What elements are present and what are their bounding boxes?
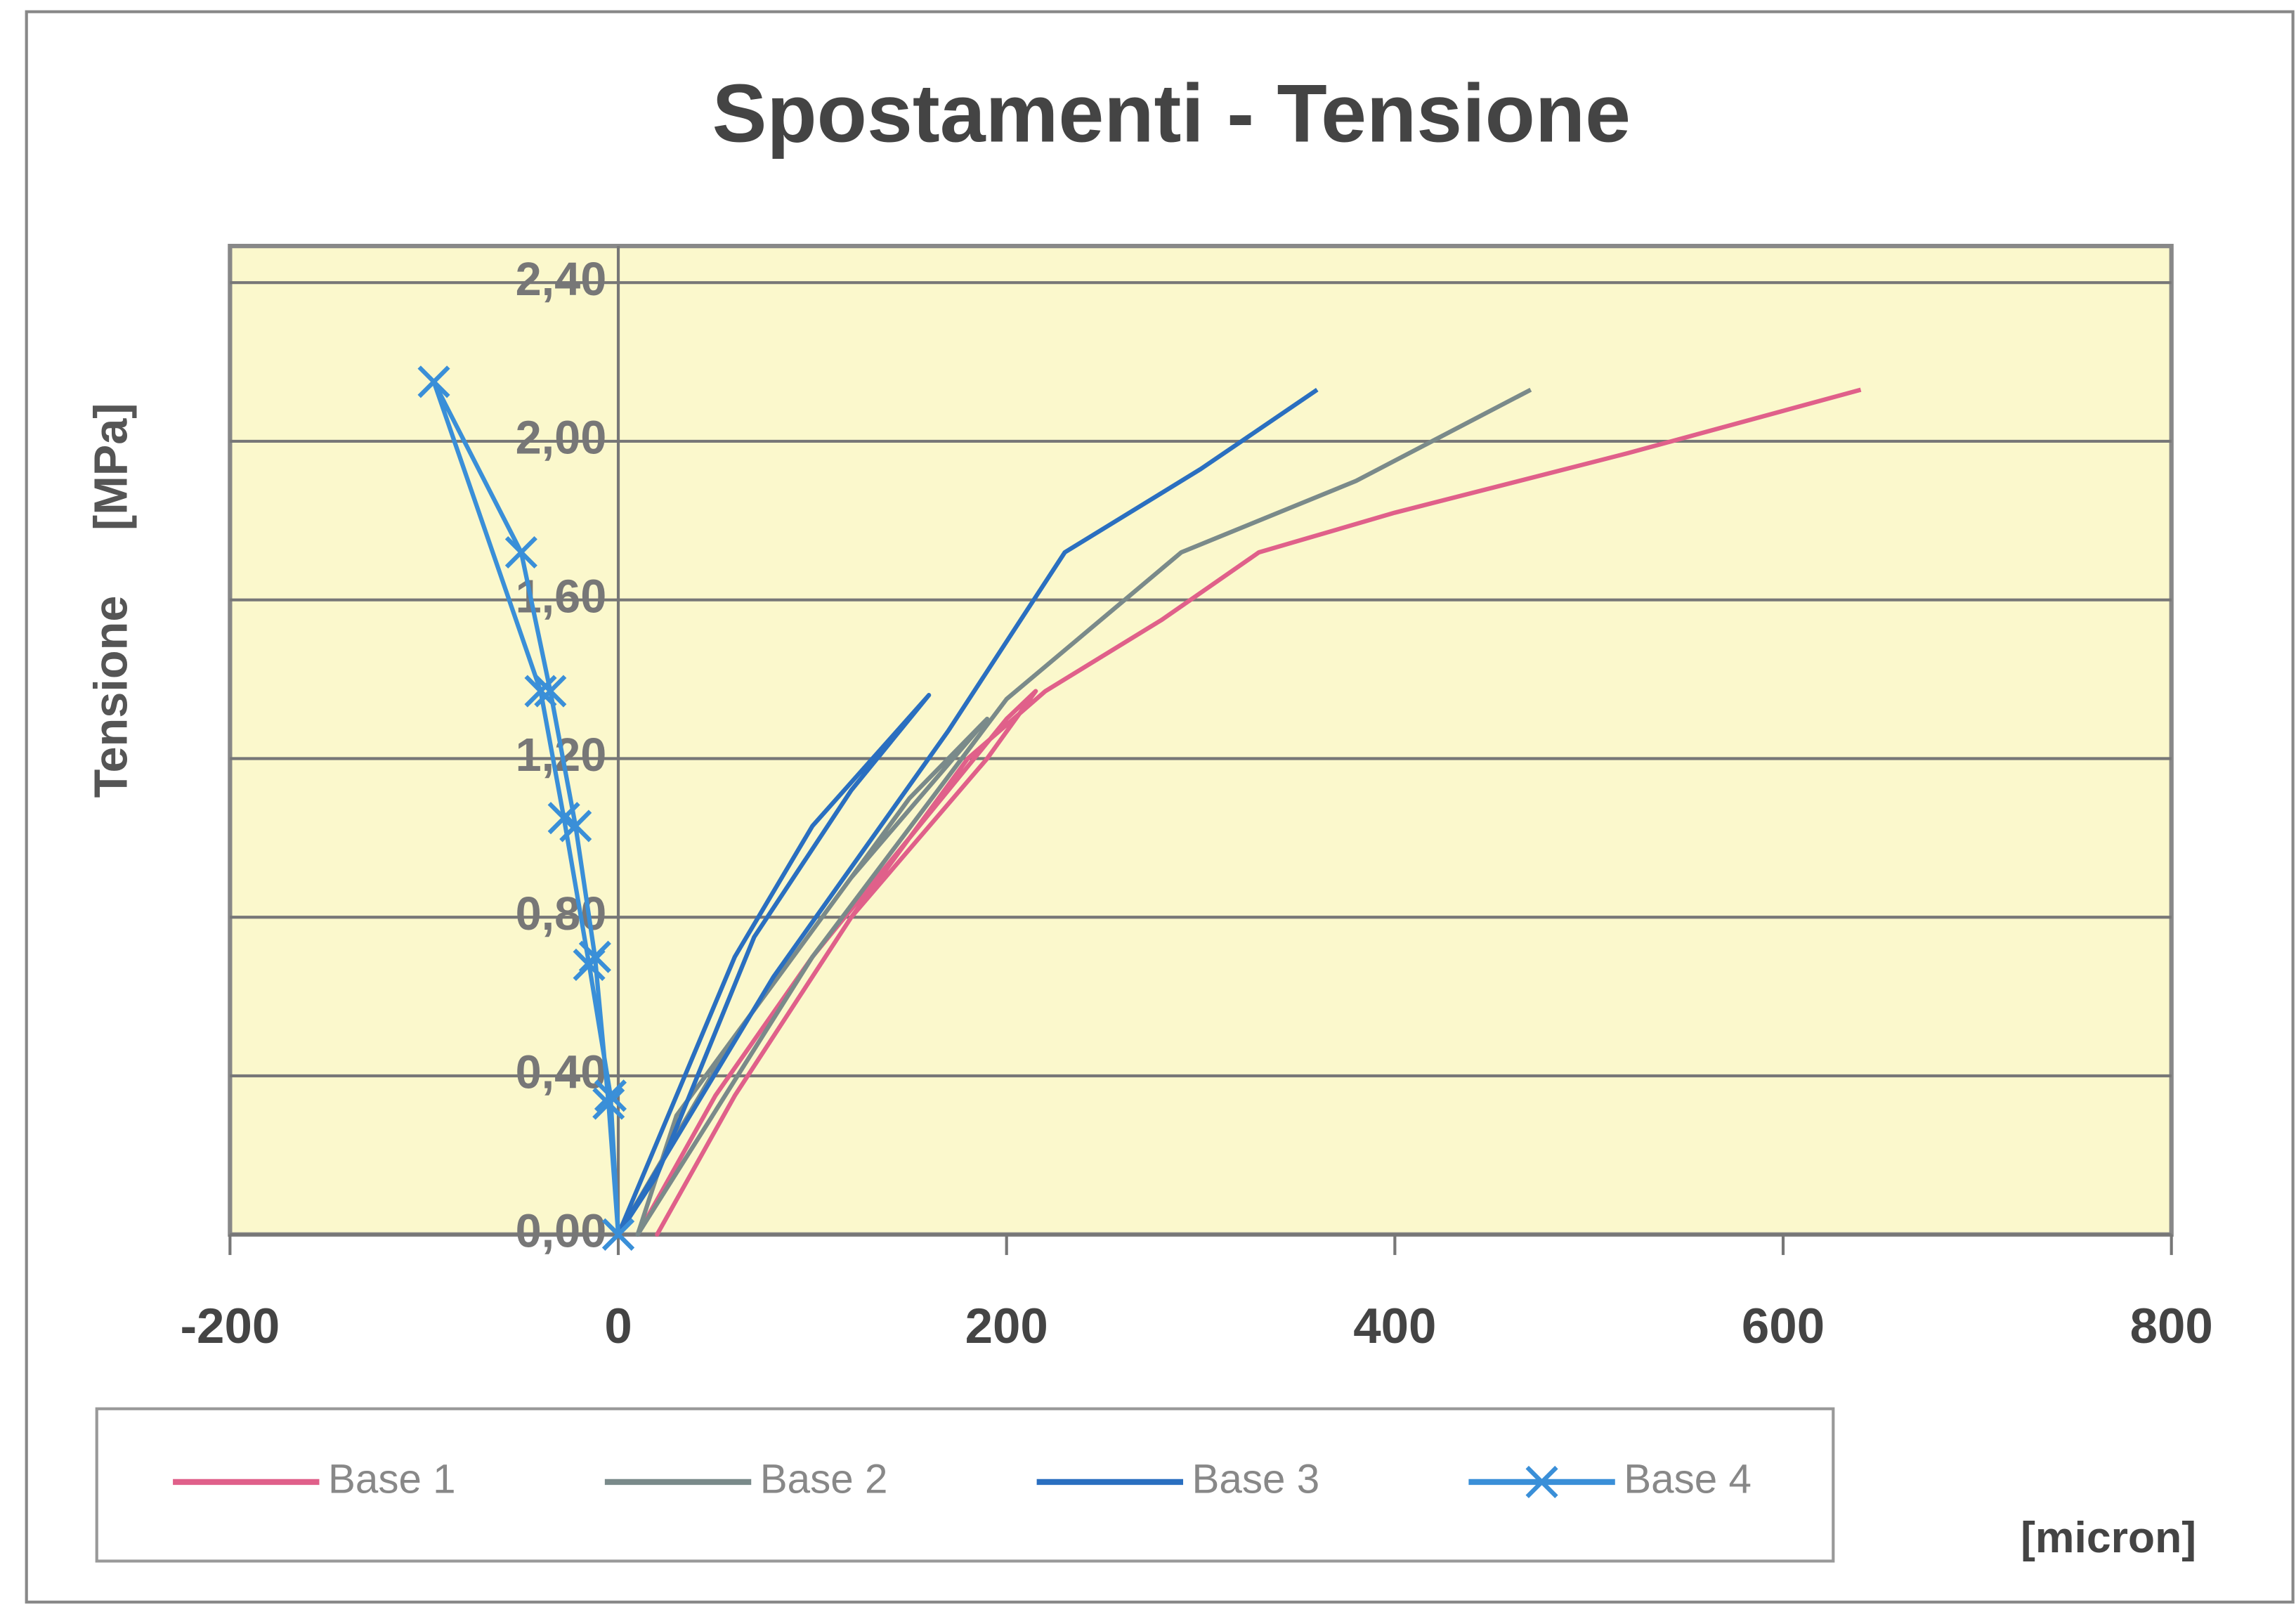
series-line — [615, 388, 1319, 1237]
point-marker — [592, 1087, 625, 1120]
point-marker — [524, 675, 557, 708]
x-tick-label: 200 — [965, 1299, 1048, 1354]
series-line — [635, 387, 1862, 1237]
point-marker — [504, 535, 537, 569]
x-axis-label: [micron] — [2021, 1513, 2196, 1562]
point-marker — [594, 1079, 627, 1112]
plot-area — [228, 243, 2174, 1237]
point-marker — [534, 675, 567, 708]
y-axis-label: Tensione [MPa] — [85, 403, 137, 798]
point-marker — [547, 802, 580, 835]
legend-label: Base 3 — [1192, 1456, 1320, 1502]
series-line — [616, 387, 1532, 1237]
point-marker — [417, 365, 450, 398]
y-tick-label: 2,00 — [516, 412, 607, 464]
y-tick-label: 2,40 — [516, 254, 607, 306]
legend-label: Base 2 — [760, 1456, 888, 1502]
y-tick-label: 0,00 — [516, 1205, 607, 1257]
legend-label: Base 1 — [328, 1456, 456, 1502]
legend-label: Base 4 — [1624, 1456, 1752, 1502]
series-line — [431, 379, 621, 1235]
y-tick-label: 0,40 — [516, 1047, 607, 1099]
legend-marker — [1525, 1465, 1558, 1498]
x-tick-label: -200 — [180, 1299, 280, 1354]
x-tick-label: 0 — [604, 1299, 632, 1354]
x-tick-label: 400 — [1353, 1299, 1436, 1354]
x-tick-label: 600 — [1742, 1299, 1825, 1354]
x-tick-label: 800 — [2130, 1299, 2213, 1354]
chart-title: Spostamenti - Tensione — [712, 67, 1631, 160]
point-marker — [573, 948, 606, 982]
point-marker — [601, 1218, 635, 1251]
